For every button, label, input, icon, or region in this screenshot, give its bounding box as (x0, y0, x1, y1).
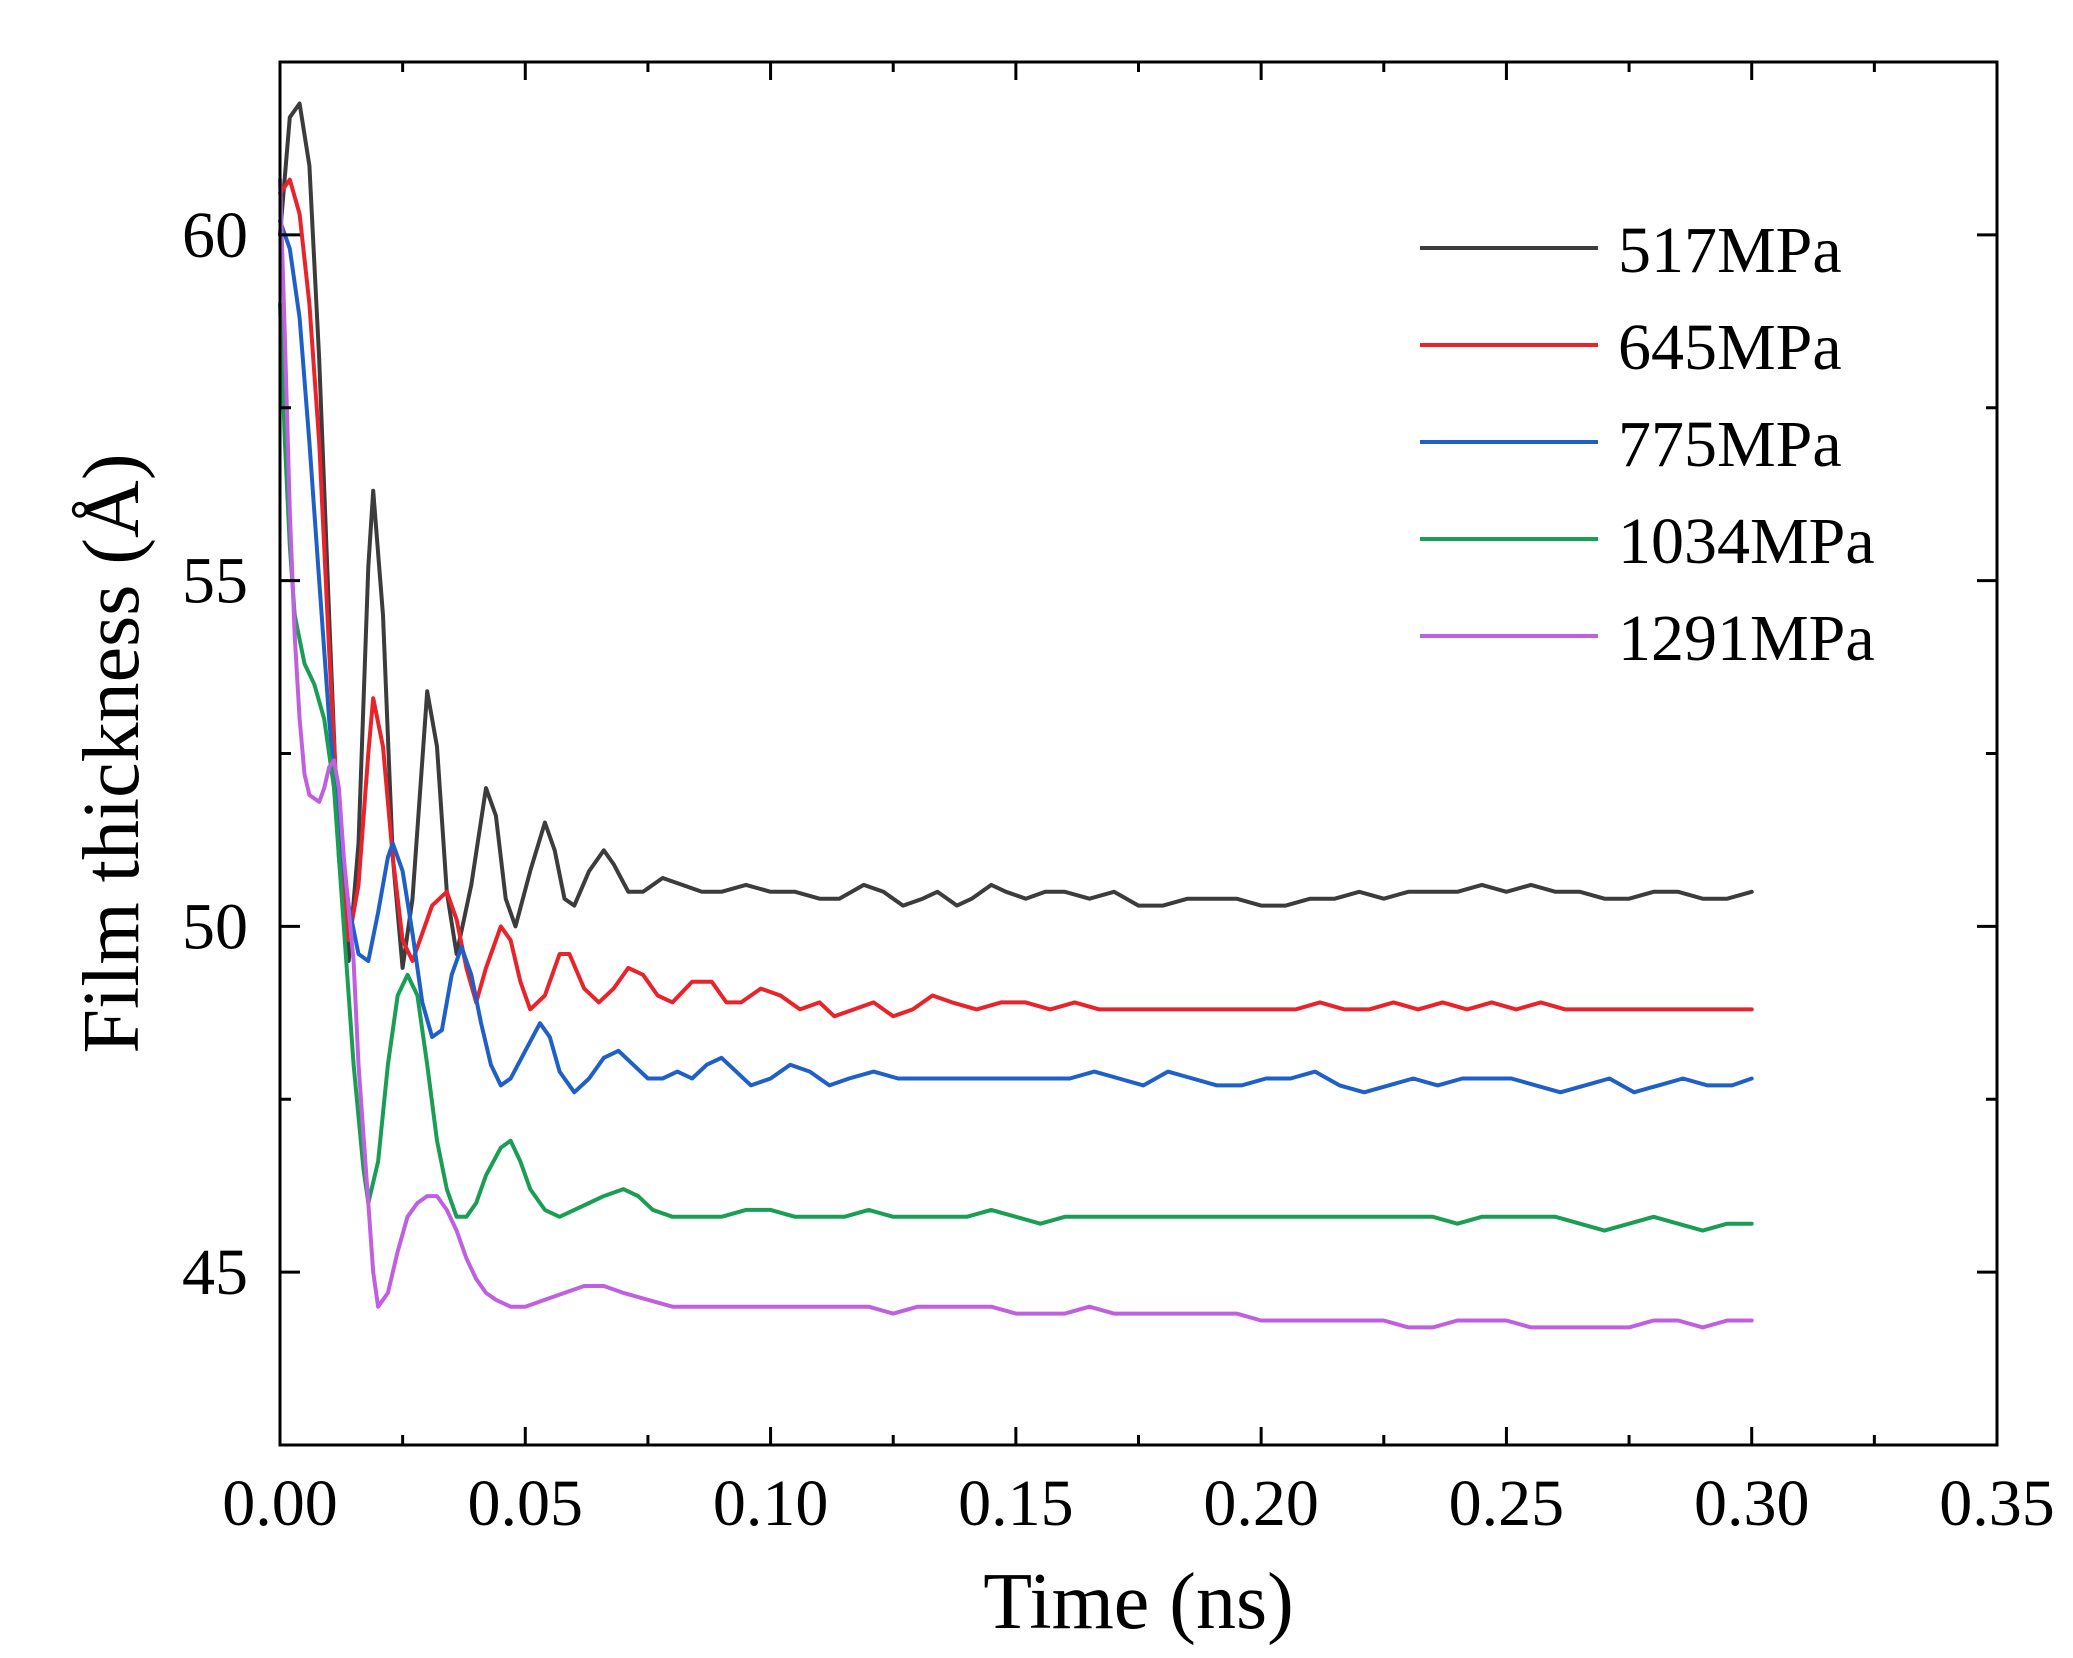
y-tick-label: 60 (182, 199, 248, 272)
legend-label-1291MPa: 1291MPa (1618, 602, 1875, 675)
legend-label-517MPa: 517MPa (1618, 214, 1842, 287)
y-axis-ticks: 45 50 55 60 (182, 60, 1997, 1447)
x-tick-label: 0.20 (1203, 1467, 1319, 1540)
series-layer (278, 101, 1754, 1330)
series-line-1034MPa (278, 302, 1754, 1233)
series-line-645MPa (278, 177, 1754, 1019)
series-line-775MPa (278, 219, 1754, 1095)
x-tick-label: 0.10 (713, 1467, 829, 1540)
y-tick-label: 55 (182, 545, 248, 618)
legend-label-645MPa: 645MPa (1618, 311, 1842, 384)
legend-label-1034MPa: 1034MPa (1618, 505, 1875, 578)
x-axis-title: Time (ns) (983, 1558, 1293, 1646)
x-axis-ticks: 0.00 0.05 0.10 0.15 0.20 0.25 0.30 0.35 (222, 62, 2055, 1540)
y-axis-title: Film thickness (Å) (68, 454, 156, 1054)
series-line-1291MPa (278, 177, 1754, 1330)
x-tick-label: 0.25 (1449, 1467, 1565, 1540)
x-tick-label: 0.30 (1694, 1467, 1810, 1540)
legend-label-775MPa: 775MPa (1618, 408, 1842, 481)
x-tick-label: 0.05 (468, 1467, 584, 1540)
legend: 517MPa 645MPa 775MPa 1034MPa 1291MPa (1420, 214, 1875, 675)
x-tick-label: 0.00 (222, 1467, 338, 1540)
x-tick-label: 0.35 (1939, 1467, 2055, 1540)
y-tick-label: 50 (182, 890, 248, 963)
y-tick-label: 45 (182, 1236, 248, 1309)
x-tick-label: 0.15 (958, 1467, 1074, 1540)
